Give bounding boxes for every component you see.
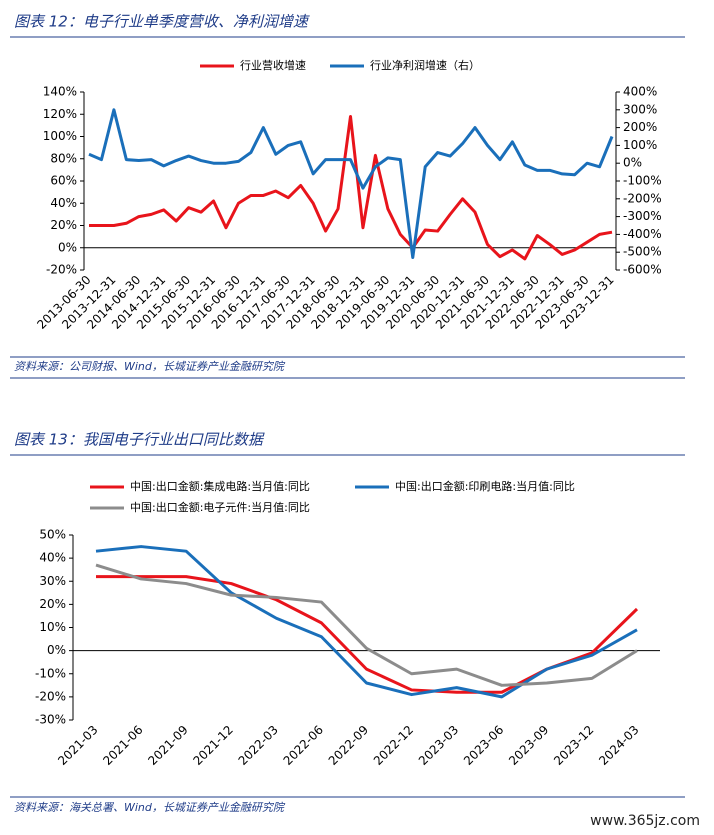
y-tick-label: -10% — [35, 666, 66, 680]
source: 资料来源：海关总署、Wind，长城证券产业金融研究院 — [14, 801, 286, 814]
y-tick-label: 20% — [50, 218, 77, 232]
legend-label: 中国:出口金额:电子元件:当月值:同比 — [130, 500, 310, 514]
y-tick-label: 120% — [43, 107, 77, 121]
x-tick-label: 2023-03 — [416, 723, 461, 768]
y-tick-label: 20% — [39, 597, 66, 611]
y2-tick-label: -300% — [623, 209, 662, 223]
y2-tick-label: -500% — [623, 245, 662, 259]
x-tick-label: 2021-06 — [100, 723, 145, 768]
y2-tick-label: 400% — [623, 85, 657, 99]
y-tick-label: 80% — [50, 151, 77, 165]
x-tick-label: 2021-12 — [190, 723, 235, 768]
y2-tick-label: -200% — [623, 191, 662, 205]
series-line — [95, 563, 638, 687]
legend-label: 行业营收增速 — [240, 58, 306, 72]
legend-label: 行业净利润增速（右） — [370, 58, 480, 72]
x-tick-label: 2021-09 — [145, 723, 190, 768]
series-line — [88, 108, 614, 260]
series-line — [89, 114, 613, 261]
chart-title: 图表 13：我国电子行业出口同比数据 — [14, 431, 265, 449]
source: 资料来源：公司财报、Wind，长城证券产业金融研究院 — [14, 360, 286, 373]
y-tick-label: 30% — [39, 574, 66, 588]
series-line — [95, 545, 638, 699]
y2-tick-label: 0% — [623, 156, 642, 170]
watermark: www.365jz.com — [590, 813, 700, 829]
x-tick-label: 2022-03 — [236, 723, 281, 768]
legend-label: 中国:出口金额:集成电路:当月值:同比 — [130, 479, 310, 493]
x-tick-label: 2024-03 — [596, 723, 641, 768]
y-tick-label: 40% — [50, 196, 77, 210]
x-tick-label: 2023-12 — [551, 723, 596, 768]
x-tick-label: 2021-03 — [55, 723, 100, 768]
series-line — [96, 575, 639, 694]
x-tick-label: 2023-06 — [461, 723, 506, 768]
y-tick-label: 40% — [39, 551, 66, 565]
y2-tick-label: -100% — [623, 174, 662, 188]
x-tick-label: 2023-09 — [506, 723, 551, 768]
y2-tick-label: 100% — [623, 138, 657, 152]
chart-title: 图表 12：电子行业单季度营收、净利润增速 — [14, 13, 310, 31]
x-tick-label: 2022-12 — [371, 723, 416, 768]
y-tick-label: 10% — [39, 620, 66, 634]
y-tick-label: 60% — [50, 174, 77, 188]
y-tick-label: -30% — [35, 713, 66, 727]
y2-tick-label: 200% — [623, 120, 657, 134]
y-tick-label: 50% — [39, 528, 66, 542]
y-tick-label: -20% — [35, 689, 66, 703]
y-tick-label: 140% — [43, 85, 77, 99]
y2-tick-label: 300% — [623, 102, 657, 116]
y-tick-label: 100% — [43, 129, 77, 143]
y-tick-label: -20% — [46, 263, 77, 277]
x-tick-label: 2022-06 — [281, 723, 326, 768]
x-tick-label: 2022-09 — [326, 723, 371, 768]
y-tick-label: 0% — [58, 240, 77, 254]
y2-tick-label: -600% — [623, 263, 662, 277]
y2-tick-label: -400% — [623, 227, 662, 241]
y-tick-label: 0% — [47, 643, 66, 657]
legend-label: 中国:出口金额:印刷电路:当月值:同比 — [395, 479, 575, 493]
